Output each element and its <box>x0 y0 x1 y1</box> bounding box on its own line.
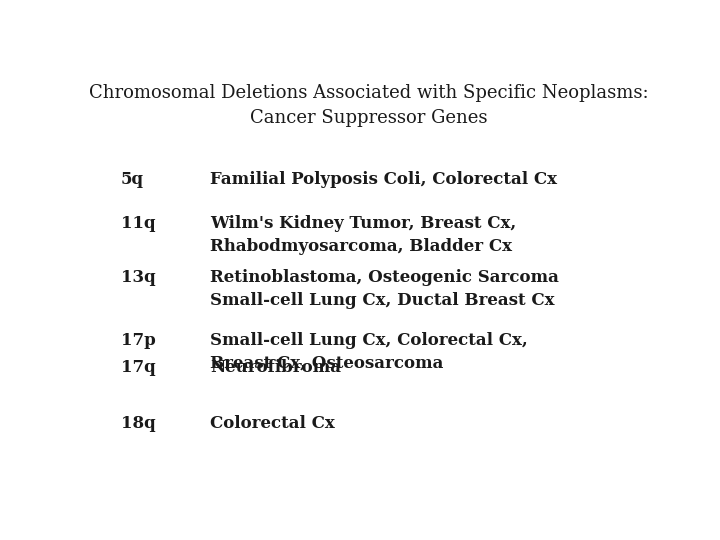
Text: 5q: 5q <box>121 171 144 188</box>
Text: Retinoblastoma, Osteogenic Sarcoma
Small-cell Lung Cx, Ductal Breast Cx: Retinoblastoma, Osteogenic Sarcoma Small… <box>210 269 559 309</box>
Text: 17q: 17q <box>121 359 156 376</box>
Text: Chromosomal Deletions Associated with Specific Neoplasms:
Cancer Suppressor Gene: Chromosomal Deletions Associated with Sp… <box>89 84 649 126</box>
Text: 17p: 17p <box>121 332 156 349</box>
Text: Wilm's Kidney Tumor, Breast Cx,
Rhabodmyosarcoma, Bladder Cx: Wilm's Kidney Tumor, Breast Cx, Rhabodmy… <box>210 215 516 255</box>
Text: 11q: 11q <box>121 215 156 232</box>
Text: 13q: 13q <box>121 269 156 286</box>
Text: Small-cell Lung Cx, Colorectal Cx,
Breast Cx, Osteosarcoma: Small-cell Lung Cx, Colorectal Cx, Breas… <box>210 332 528 372</box>
Text: Colorectal Cx: Colorectal Cx <box>210 415 335 432</box>
Text: Neurofibroma: Neurofibroma <box>210 359 341 376</box>
Text: Familial Polyposis Coli, Colorectal Cx: Familial Polyposis Coli, Colorectal Cx <box>210 171 557 188</box>
Text: 18q: 18q <box>121 415 156 432</box>
